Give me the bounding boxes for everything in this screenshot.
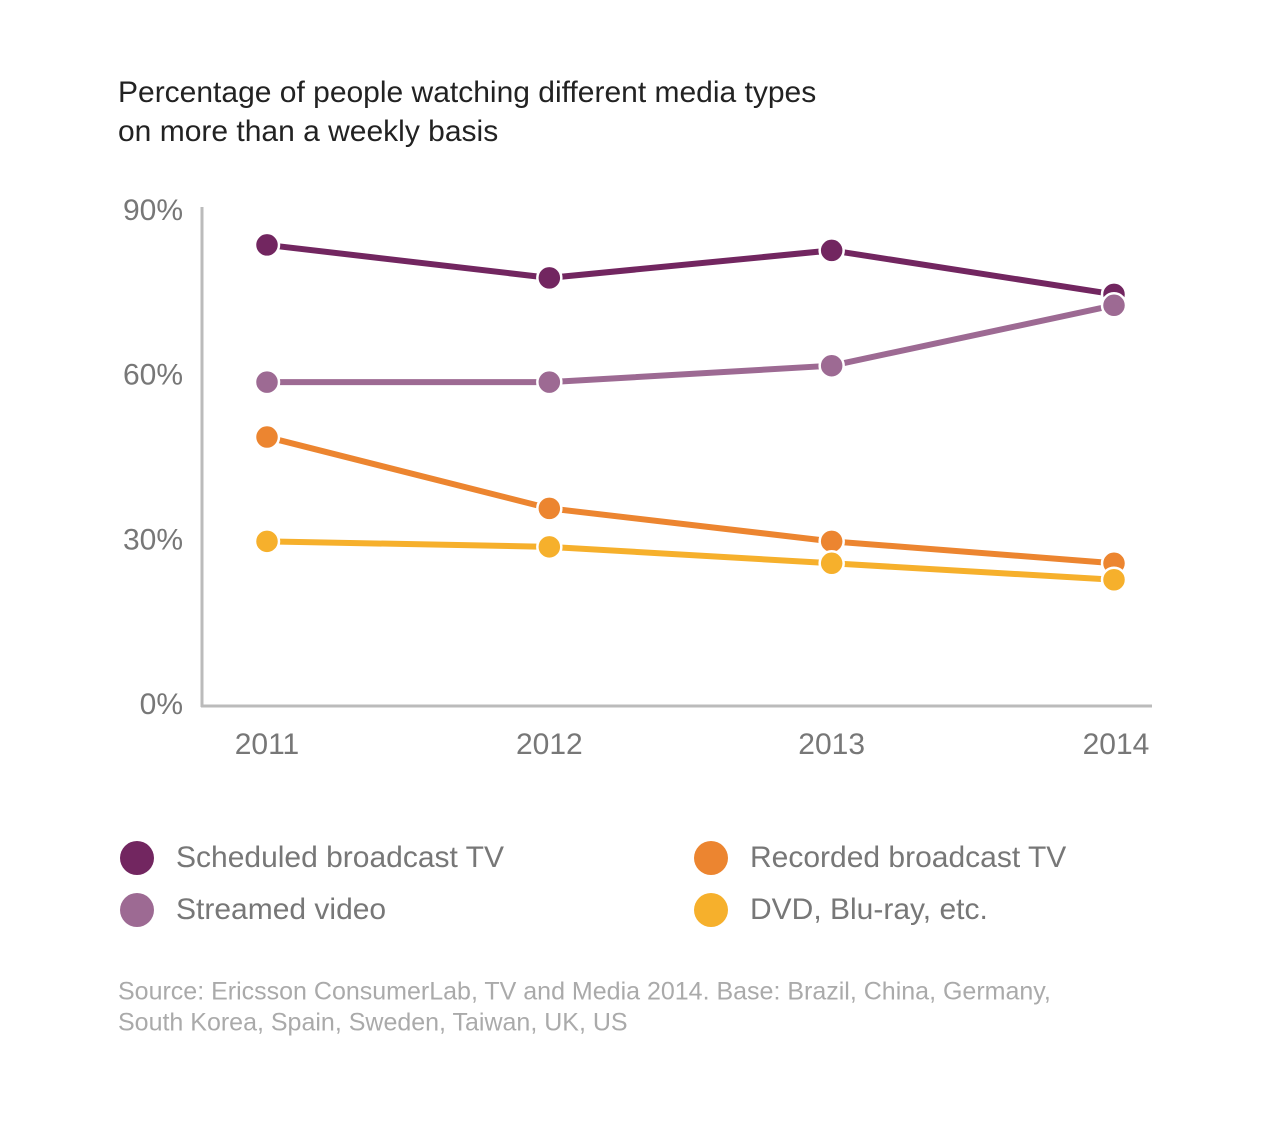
legend-swatch [120,893,154,927]
y-tick-label: 60% [123,359,183,392]
legend-label: Streamed video [176,893,386,926]
data-point [253,368,281,396]
series-line [267,302,1115,386]
legend-label: Recorded broadcast TV [750,841,1066,874]
y-tick-label: 0% [140,688,183,721]
series-line [266,434,1115,567]
data-point [253,231,281,259]
data-point [253,423,281,451]
data-point [818,237,845,264]
data-point [536,533,563,561]
x-tick-label: 2014 [1083,728,1150,761]
data-point [536,368,563,396]
data-point [536,264,563,292]
x-tick-label: 2011 [235,728,300,761]
source-note: South Korea, Spain, Sweden, Taiwan, UK, … [118,1009,628,1037]
x-tick-label: 2012 [516,728,583,761]
legend-swatch [120,841,154,875]
data-point [1100,566,1128,594]
series-line [266,538,1115,583]
y-tick-label: 30% [123,523,183,556]
chart-title: Percentage of people watching different … [118,76,816,109]
source-note: Source: Ericsson ConsumerLab, TV and Med… [118,978,1051,1006]
data-point [818,550,845,577]
data-point [818,528,845,555]
data-point [536,495,563,522]
y-tick-label: 90% [123,194,183,227]
x-tick-label: 2013 [798,728,865,761]
data-point [818,352,845,379]
legend-swatch [694,893,728,927]
legend-swatch [694,841,728,875]
series-line [266,241,1115,298]
legend-label: DVD, Blu-ray, etc. [750,893,988,926]
data-point [1100,292,1128,319]
legend-label: Scheduled broadcast TV [176,841,504,874]
data-point [253,528,281,555]
chart-title: on more than a weekly basis [118,115,498,148]
